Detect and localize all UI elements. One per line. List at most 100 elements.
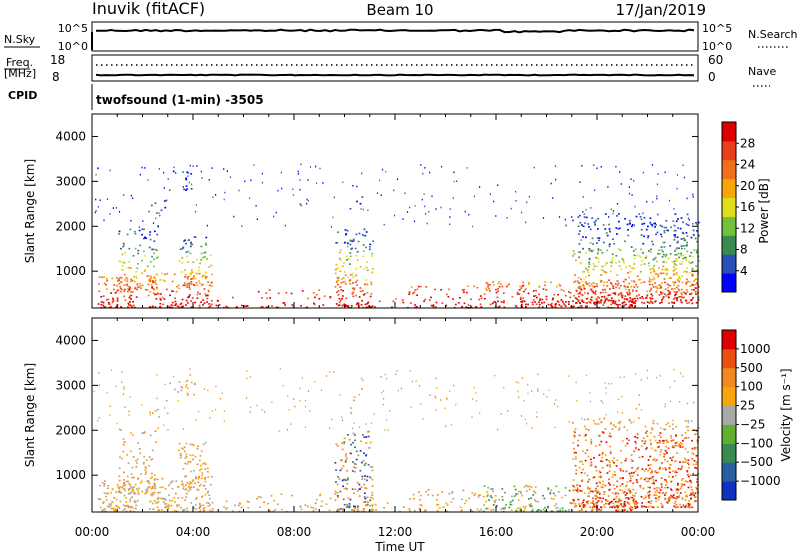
range-cell <box>616 215 618 217</box>
range-cell <box>547 487 550 489</box>
range-cell <box>146 487 149 490</box>
range-cell <box>669 400 671 403</box>
range-cell <box>690 236 693 239</box>
range-cell <box>618 260 621 263</box>
range-cell <box>137 477 139 480</box>
range-cell <box>435 396 437 399</box>
range-cell <box>319 494 321 497</box>
range-cell <box>665 273 668 276</box>
colorbar-frame <box>721 329 737 501</box>
range-cell <box>679 444 681 447</box>
range-cell <box>343 241 346 244</box>
date-title: 17/Jan/2019 <box>616 1 707 19</box>
range-cell <box>152 508 155 510</box>
range-cell <box>667 296 670 298</box>
range-cell <box>619 376 621 379</box>
range-cell <box>347 258 350 260</box>
range-cell <box>156 286 158 289</box>
range-cell <box>118 230 121 233</box>
range-cell <box>619 489 621 491</box>
range-cell <box>672 446 675 449</box>
range-cell <box>531 510 534 512</box>
range-cell <box>132 276 135 278</box>
range-cell <box>675 425 677 428</box>
range-cell <box>601 483 604 486</box>
range-cell <box>205 243 207 246</box>
range-cell <box>611 506 614 508</box>
range-cell <box>204 488 207 490</box>
range-cell <box>680 245 683 247</box>
range-cell <box>604 288 606 291</box>
range-cell <box>109 213 111 215</box>
range-cell <box>367 209 369 212</box>
range-cell <box>555 285 558 288</box>
colorbar-tick-label: 16 <box>740 200 755 214</box>
range-cell <box>489 284 491 286</box>
range-cell <box>153 491 156 494</box>
range-cell <box>575 302 577 304</box>
range-cell <box>517 381 519 384</box>
range-cell <box>349 239 352 242</box>
range-cell <box>129 301 131 303</box>
range-cell <box>635 407 637 410</box>
range-cell <box>623 376 625 378</box>
range-cell <box>145 489 148 491</box>
range-cell <box>144 236 146 239</box>
range-cell <box>109 169 111 172</box>
range-cell <box>177 497 180 499</box>
range-cell <box>342 290 344 292</box>
range-cell <box>369 243 372 246</box>
range-cell <box>651 429 654 431</box>
range-cell <box>149 291 152 293</box>
range-cell <box>184 273 187 276</box>
range-cell <box>639 256 642 258</box>
range-cell <box>366 496 369 498</box>
range-cell <box>675 471 678 474</box>
range-cell <box>625 278 627 281</box>
range-cell <box>342 281 345 283</box>
range-cell <box>135 275 137 278</box>
colorbar-tick-label: 12 <box>740 221 755 235</box>
range-cell <box>675 220 678 223</box>
range-cell <box>685 245 688 247</box>
range-cell <box>695 461 698 463</box>
range-cell <box>503 292 505 294</box>
range-cell <box>612 301 614 303</box>
range-cell <box>120 276 123 279</box>
range-cell <box>192 444 195 446</box>
range-cell <box>137 263 139 265</box>
range-cell <box>663 230 666 232</box>
range-cell <box>673 284 675 286</box>
range-cell <box>208 306 211 309</box>
range-cell <box>621 395 623 398</box>
range-cell <box>600 440 603 443</box>
range-cell <box>543 497 546 500</box>
range-cell <box>347 276 350 279</box>
range-cell <box>694 448 696 450</box>
ytick-label: 3000 <box>55 378 86 392</box>
range-cell <box>365 454 368 456</box>
range-cell <box>612 484 615 487</box>
colorbar-tick-label: 100 <box>740 380 763 394</box>
range-cell <box>190 243 192 245</box>
range-cell <box>337 283 339 286</box>
range-cell <box>619 284 622 287</box>
range-cell <box>116 300 119 302</box>
range-cell <box>197 291 199 294</box>
range-cell <box>489 495 492 497</box>
range-cell <box>189 481 192 483</box>
range-cell <box>621 483 624 485</box>
range-cell <box>614 293 617 296</box>
range-cell <box>642 212 644 215</box>
range-cell <box>680 238 683 240</box>
range-cell <box>202 274 205 277</box>
range-cell <box>693 446 696 449</box>
range-cell <box>571 502 574 505</box>
range-cell <box>349 283 352 285</box>
range-cell <box>346 477 349 479</box>
range-cell <box>498 286 501 288</box>
range-cell <box>123 479 125 481</box>
range-cell <box>95 174 97 176</box>
range-cell <box>609 501 611 504</box>
